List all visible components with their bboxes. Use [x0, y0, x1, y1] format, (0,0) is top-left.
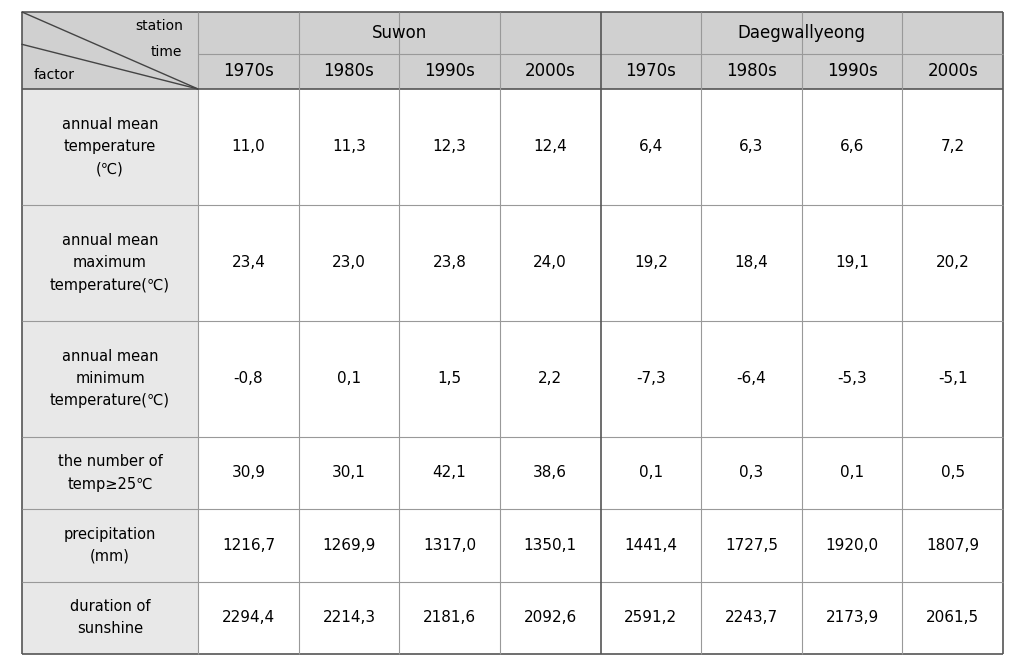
- Text: 0,5: 0,5: [941, 466, 964, 480]
- Text: 2591,2: 2591,2: [624, 610, 677, 625]
- Bar: [22, 89, 198, 205]
- Text: 2000s: 2000s: [525, 63, 576, 81]
- Text: factor: factor: [33, 68, 74, 82]
- Text: 2061,5: 2061,5: [926, 610, 979, 625]
- Text: 19,1: 19,1: [835, 255, 869, 270]
- Text: 0,1: 0,1: [638, 466, 663, 480]
- Text: 23,4: 23,4: [231, 255, 265, 270]
- Text: 2243,7: 2243,7: [725, 610, 779, 625]
- Bar: [22, 12, 1003, 89]
- Text: 1216,7: 1216,7: [222, 538, 275, 553]
- Bar: [22, 321, 198, 437]
- Text: 12,3: 12,3: [432, 139, 467, 155]
- Text: 30,1: 30,1: [332, 466, 366, 480]
- Text: the number of
temp≥25℃: the number of temp≥25℃: [58, 454, 162, 492]
- Text: Suwon: Suwon: [371, 24, 427, 42]
- Text: 30,9: 30,9: [231, 466, 265, 480]
- Text: 1350,1: 1350,1: [524, 538, 577, 553]
- Bar: [198, 89, 1003, 205]
- Text: -5,3: -5,3: [837, 371, 867, 386]
- Text: 1920,0: 1920,0: [825, 538, 879, 553]
- Text: 23,8: 23,8: [432, 255, 467, 270]
- Text: 2294,4: 2294,4: [222, 610, 275, 625]
- Text: 1807,9: 1807,9: [926, 538, 979, 553]
- Text: annual mean
maximum
temperature(℃): annual mean maximum temperature(℃): [50, 233, 171, 292]
- Text: annual mean
temperature
(℃): annual mean temperature (℃): [62, 117, 158, 176]
- Text: 0,1: 0,1: [337, 371, 361, 386]
- Text: 1727,5: 1727,5: [725, 538, 777, 553]
- Text: 2214,3: 2214,3: [323, 610, 376, 625]
- Bar: [22, 437, 198, 509]
- Text: 0,1: 0,1: [840, 466, 864, 480]
- Text: 19,2: 19,2: [634, 255, 668, 270]
- Bar: [198, 205, 1003, 321]
- Text: 11,3: 11,3: [332, 139, 366, 155]
- Text: 2181,6: 2181,6: [423, 610, 476, 625]
- Text: 18,4: 18,4: [735, 255, 768, 270]
- Bar: [198, 437, 1003, 509]
- Text: -5,1: -5,1: [938, 371, 967, 386]
- Text: 20,2: 20,2: [936, 255, 969, 270]
- Text: 12,4: 12,4: [533, 139, 567, 155]
- Text: 0,3: 0,3: [739, 466, 763, 480]
- Text: 1269,9: 1269,9: [323, 538, 376, 553]
- Text: duration of
sunshine: duration of sunshine: [70, 599, 150, 637]
- Text: 6,6: 6,6: [839, 139, 864, 155]
- Bar: [22, 581, 198, 654]
- Text: -0,8: -0,8: [233, 371, 263, 386]
- Text: -7,3: -7,3: [636, 371, 666, 386]
- Text: annual mean
minimum
temperature(℃): annual mean minimum temperature(℃): [50, 349, 171, 408]
- Text: 1441,4: 1441,4: [624, 538, 677, 553]
- Text: 2092,6: 2092,6: [524, 610, 577, 625]
- Text: 23,0: 23,0: [332, 255, 366, 270]
- Text: 1980s: 1980s: [726, 63, 776, 81]
- Text: 1980s: 1980s: [324, 63, 375, 81]
- Text: 1970s: 1970s: [625, 63, 676, 81]
- Text: 2,2: 2,2: [538, 371, 562, 386]
- Text: 1990s: 1990s: [826, 63, 878, 81]
- Bar: [198, 321, 1003, 437]
- Text: 7,2: 7,2: [941, 139, 964, 155]
- Text: 6,4: 6,4: [638, 139, 663, 155]
- Bar: [198, 581, 1003, 654]
- Text: Daegwallyeong: Daegwallyeong: [738, 24, 866, 42]
- Text: 1990s: 1990s: [424, 63, 475, 81]
- Text: 2173,9: 2173,9: [825, 610, 879, 625]
- Text: station: station: [135, 19, 184, 33]
- Text: 1317,0: 1317,0: [423, 538, 476, 553]
- Text: 42,1: 42,1: [432, 466, 467, 480]
- Text: 11,0: 11,0: [231, 139, 265, 155]
- Text: 1,5: 1,5: [437, 371, 462, 386]
- Text: time: time: [150, 45, 182, 59]
- Bar: [198, 509, 1003, 581]
- Text: 24,0: 24,0: [533, 255, 567, 270]
- Bar: [22, 205, 198, 321]
- Bar: [22, 509, 198, 581]
- Text: precipitation
(mm): precipitation (mm): [64, 527, 156, 564]
- Text: 6,3: 6,3: [739, 139, 763, 155]
- Text: -6,4: -6,4: [737, 371, 766, 386]
- Text: 1970s: 1970s: [223, 63, 274, 81]
- Text: 38,6: 38,6: [533, 466, 567, 480]
- Text: 2000s: 2000s: [928, 63, 978, 81]
